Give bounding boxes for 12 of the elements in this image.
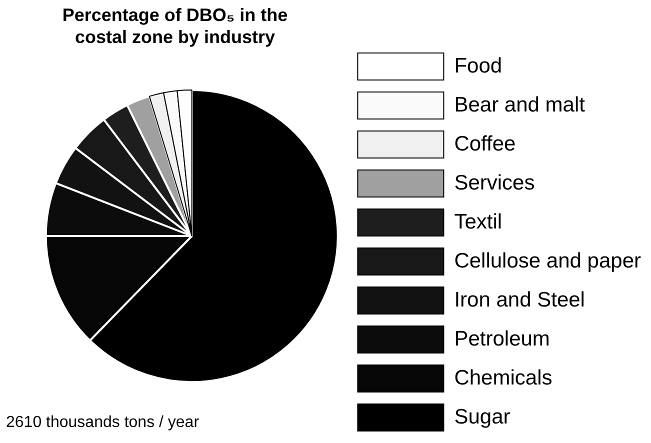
legend-label: Services bbox=[454, 171, 535, 194]
legend-label: Bear and malt bbox=[454, 93, 586, 116]
legend-label: Textil bbox=[454, 210, 502, 234]
text: 2610 thousands tons / year bbox=[6, 414, 200, 432]
chart-title: Percentage of DBO₅ in the costal zone by industry bbox=[61, 4, 289, 48]
legend-label: Food bbox=[454, 54, 502, 78]
legend-label: Iron and Steel bbox=[454, 288, 585, 312]
legend-label: Chemicals bbox=[454, 366, 552, 390]
legend-label: Sugar bbox=[454, 405, 510, 428]
legend-label: Petroleum bbox=[454, 327, 550, 350]
legend-label: Cellulose and paper bbox=[454, 249, 642, 272]
legend-label: Coffee bbox=[454, 132, 516, 156]
